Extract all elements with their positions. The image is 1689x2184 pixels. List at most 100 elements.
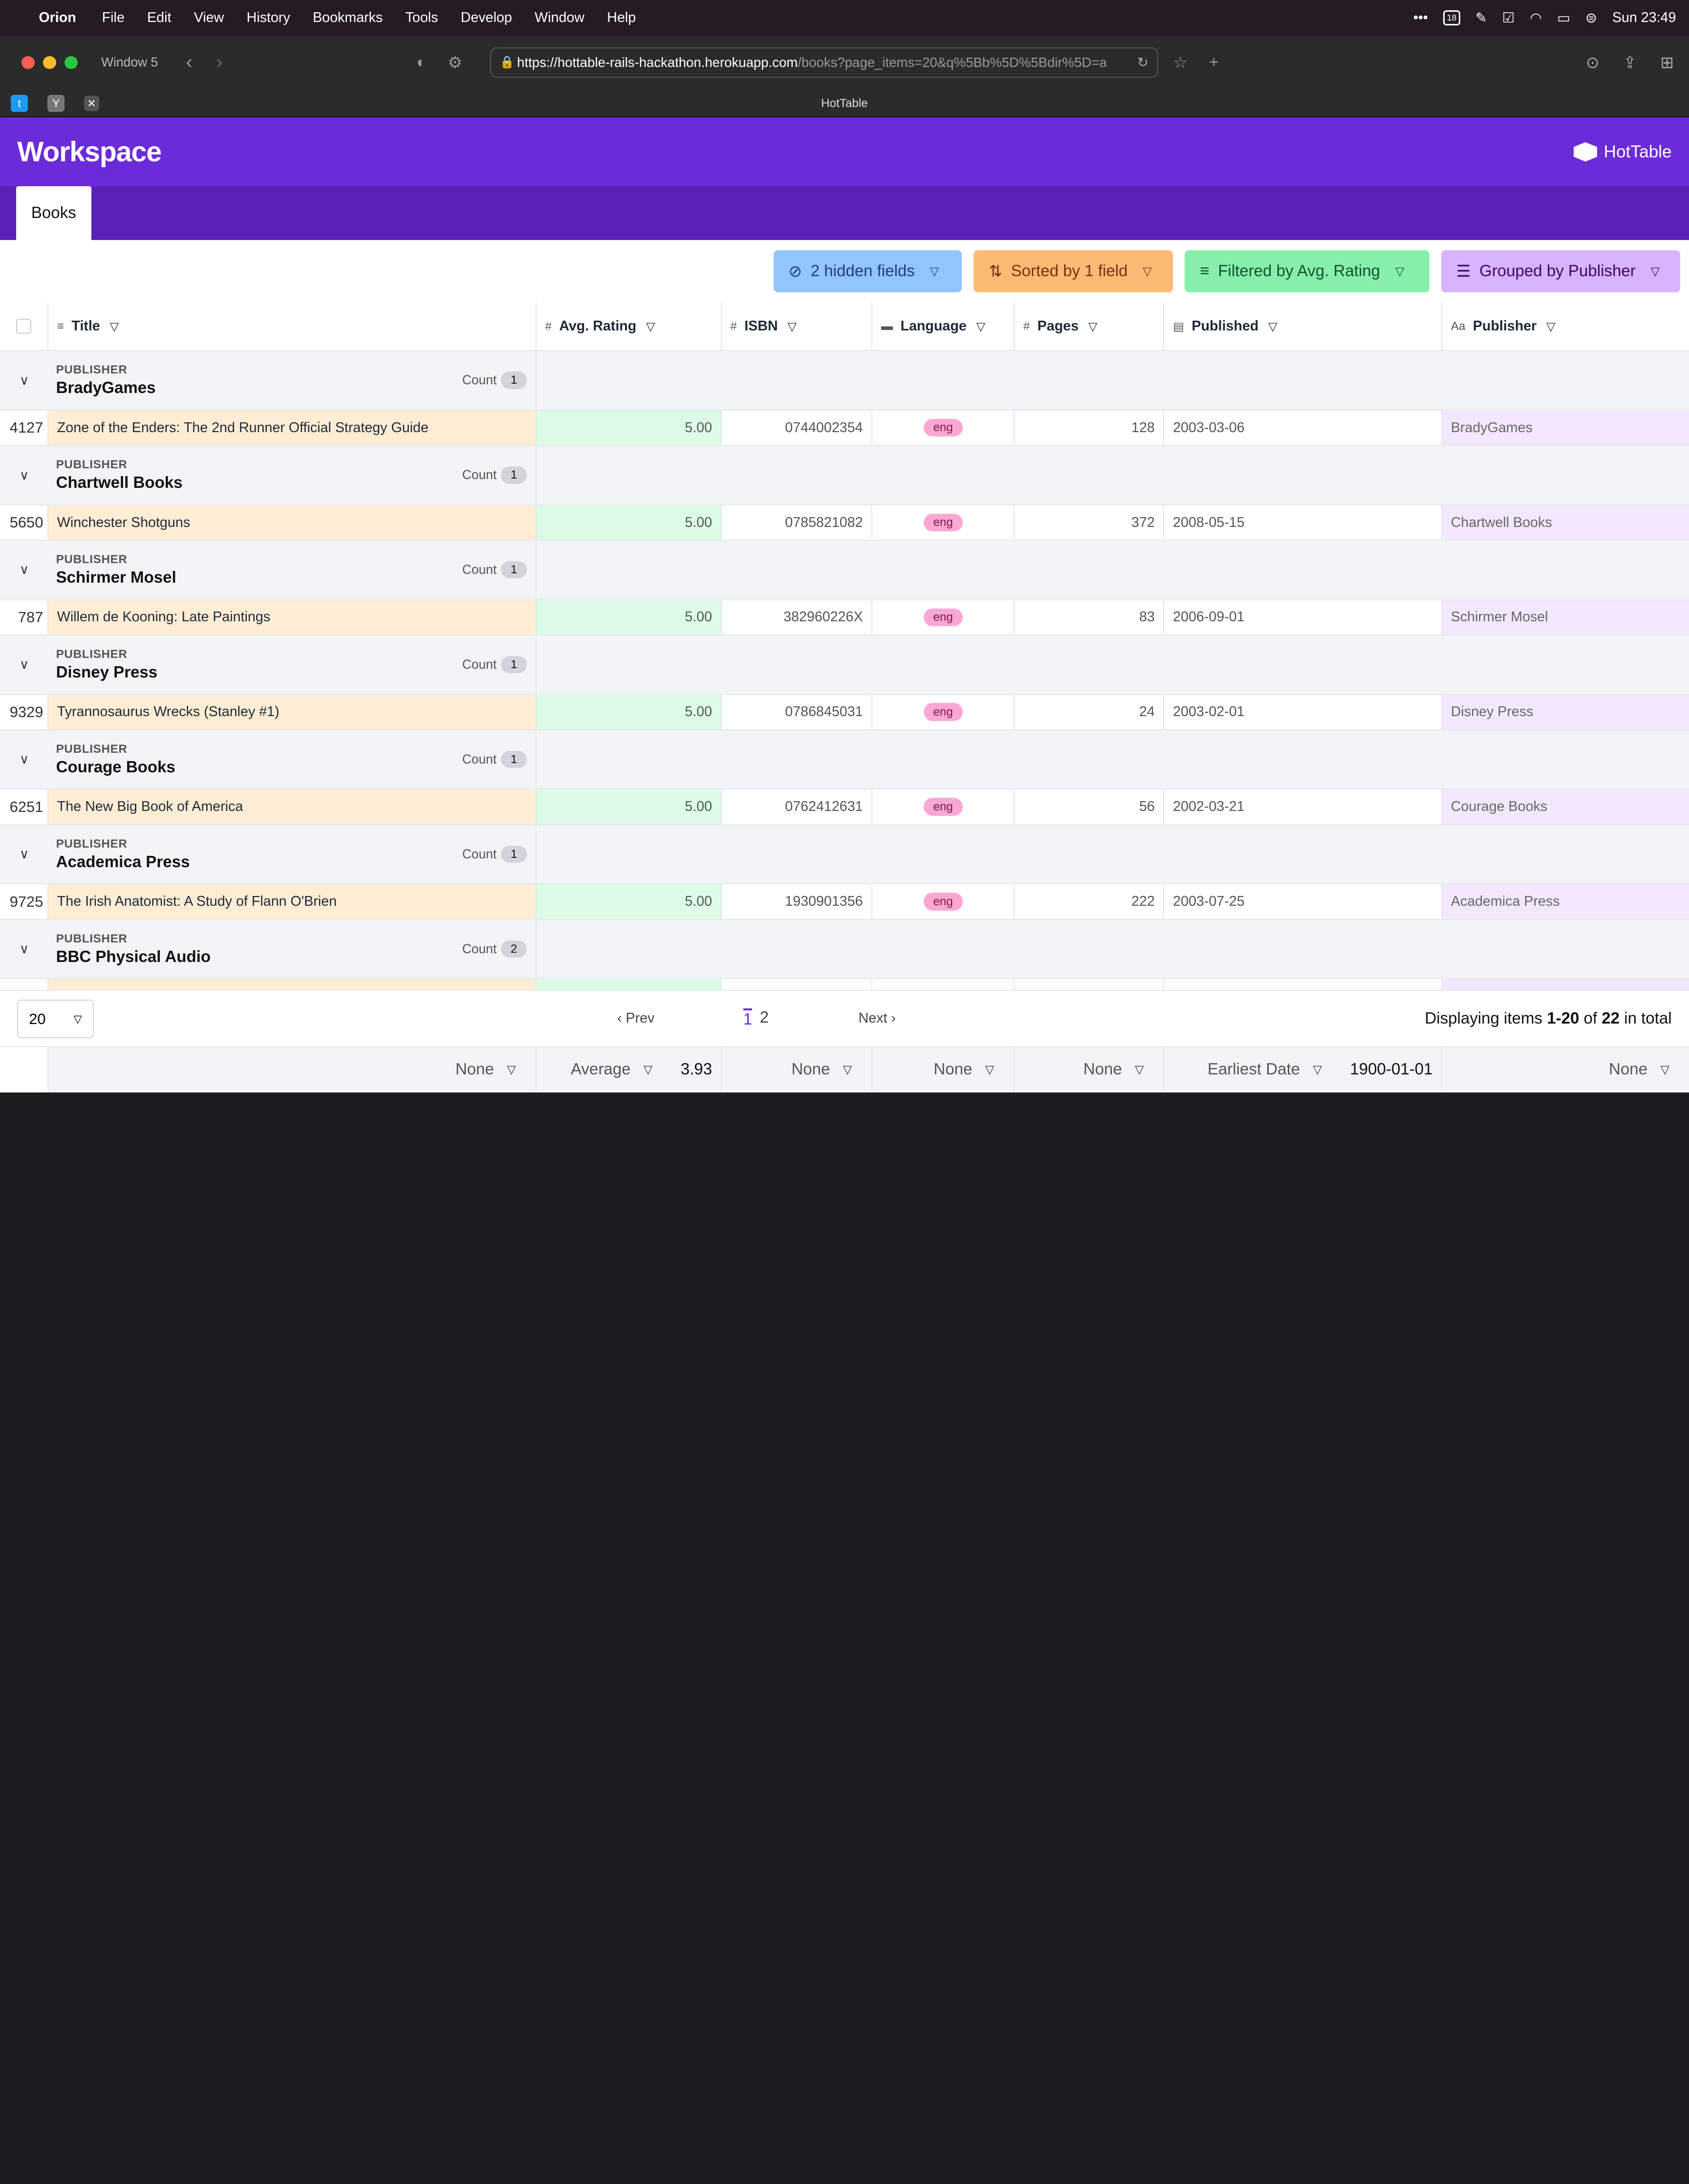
cell-pages[interactable]: 222	[1015, 884, 1165, 919]
y-tab-icon[interactable]: Y	[47, 94, 65, 112]
window-label[interactable]: Window 5	[101, 55, 158, 70]
column-header-publisher[interactable]: Aa Publisher ▽	[1442, 303, 1689, 350]
menu-history[interactable]: History	[246, 9, 290, 25]
forward-icon[interactable]: ›	[216, 51, 223, 73]
zoom-window-button[interactable]	[65, 56, 78, 69]
column-header-pages[interactable]: # Pages ▽	[1015, 303, 1165, 350]
table-row[interactable]: 6251 The New Big Book of America 5.00 07624…	[0, 789, 1689, 826]
clock[interactable]: Sun 23:49	[1612, 9, 1676, 25]
chevron-down-icon[interactable]: ▽	[787, 320, 797, 333]
menu-tools[interactable]: Tools	[405, 9, 438, 25]
cell-language[interactable]: eng	[872, 695, 1015, 730]
column-header-rating[interactable]: # Avg. Rating ▽	[537, 303, 722, 350]
control-center-icon[interactable]: ⊜	[1585, 10, 1597, 26]
collapse-chevron-icon[interactable]: ∨	[19, 941, 29, 957]
summary-language[interactable]: None ▽	[872, 1047, 1015, 1092]
cell-published[interactable]: 2003-07-25	[1164, 884, 1443, 919]
collapse-chevron-icon[interactable]: ∨	[19, 562, 29, 577]
shield-icon[interactable]: ◐	[416, 53, 427, 71]
menu-file[interactable]: File	[102, 9, 125, 25]
summary-published[interactable]: Earliest Date ▽ 1900-01-01	[1164, 1047, 1443, 1092]
cell-published[interactable]: 2003-02-01	[1164, 695, 1443, 730]
cell-rating[interactable]: 5.00	[536, 695, 722, 730]
cell-language[interactable]: eng	[872, 410, 1015, 445]
menu-help[interactable]: Help	[607, 9, 636, 25]
cell-publisher[interactable]: Chartwell Books	[1442, 505, 1689, 540]
close-tab-icon[interactable]: ✕	[84, 96, 99, 111]
cell-pages[interactable]: 372	[1015, 505, 1165, 540]
cell-published[interactable]: 2006-09-01	[1164, 600, 1443, 635]
cell-isbn[interactable]: 382960226X	[722, 600, 873, 635]
collapse-chevron-icon[interactable]: ∨	[19, 752, 29, 767]
cell-title[interactable]	[48, 979, 537, 990]
menu-app[interactable]: Orion	[39, 9, 76, 25]
column-header-isbn[interactable]: # ISBN ▽	[722, 303, 873, 350]
cell-isbn[interactable]: 1930901356	[722, 884, 873, 919]
cell-rating[interactable]: 5.00	[536, 505, 722, 540]
cell-publisher[interactable]: Courage Books	[1442, 789, 1689, 825]
table-row[interactable]: 787 Willem de Kooning: Late Paintings 5.00…	[0, 600, 1689, 636]
cell-title[interactable]: Willem de Kooning: Late Paintings	[48, 600, 537, 635]
cell-publisher[interactable]: Schirmer Mosel	[1442, 600, 1689, 635]
tab-books[interactable]: Books	[16, 186, 91, 240]
cell-rating[interactable]: 5.00	[536, 789, 722, 825]
cell-publisher[interactable]: Academica Press	[1442, 884, 1689, 919]
cell-isbn[interactable]: 0744002354	[722, 410, 873, 445]
menu-bookmarks[interactable]: Bookmarks	[312, 9, 383, 25]
checklist-icon[interactable]: ☑	[1502, 10, 1515, 26]
reload-icon[interactable]: ↻	[1137, 54, 1148, 70]
summary-rating[interactable]: Average ▽ 3.93	[537, 1047, 722, 1092]
minimize-window-button[interactable]	[43, 56, 56, 69]
battery-icon[interactable]: ▭	[1557, 10, 1571, 26]
collapse-chevron-icon[interactable]: ∨	[19, 657, 29, 672]
cell-title[interactable]: Zone of the Enders: The 2nd Runner Offic…	[48, 410, 537, 445]
hidden-fields-button[interactable]: ⊘ 2 hidden fields ▽	[773, 250, 962, 293]
brand-logo[interactable]: HotTable	[1573, 142, 1672, 162]
cell-publisher[interactable]: BradyGames	[1442, 410, 1689, 445]
prev-page-link[interactable]: ‹ Prev	[617, 1010, 655, 1026]
cell-rating[interactable]	[536, 979, 722, 990]
summary-pages[interactable]: None ▽	[1015, 1047, 1165, 1092]
url-bar[interactable]: 🔒 https://hottable-rails-hackathon.herok…	[490, 47, 1158, 78]
collapse-chevron-icon[interactable]: ∨	[19, 372, 29, 388]
table-row[interactable]: 9725 The Irish Anatomist: A Study of Flan…	[0, 884, 1689, 920]
cell-isbn[interactable]: 0786845031	[722, 695, 873, 730]
per-page-select[interactable]: 20 ▽	[17, 1000, 94, 1039]
page-2-link[interactable]: 2	[759, 1008, 769, 1026]
cell-pages[interactable]	[1015, 979, 1165, 990]
cell-title[interactable]: Winchester Shotguns	[48, 505, 537, 540]
cell-title[interactable]: Tyrannosaurus Wrecks (Stanley #1)	[48, 695, 537, 730]
column-header-published[interactable]: ▤ Published ▽	[1164, 303, 1443, 350]
chevron-down-icon[interactable]: ▽	[646, 320, 655, 333]
group-button[interactable]: ☰ Grouped by Publisher ▽	[1441, 250, 1681, 293]
summary-isbn[interactable]: None ▽	[722, 1047, 873, 1092]
calendar-icon[interactable]: 18	[1443, 10, 1461, 25]
cell-published[interactable]: 2002-03-21	[1164, 789, 1443, 825]
downloads-icon[interactable]: ⊙	[1585, 53, 1600, 72]
active-tab-title[interactable]: HotTable	[821, 96, 868, 110]
table-row-partial[interactable]	[0, 979, 1689, 990]
chevron-down-icon[interactable]: ▽	[109, 320, 119, 333]
table-row[interactable]: 5650 Winchester Shotguns 5.00 0785821082 eng…	[0, 505, 1689, 541]
filter-button[interactable]: ≡ Filtered by Avg. Rating ▽	[1185, 250, 1429, 293]
chevron-down-icon[interactable]: ▽	[1268, 320, 1278, 333]
table-row[interactable]: 4127 Zone of the Enders: The 2nd Runner O…	[0, 410, 1689, 446]
page-1-link[interactable]: 1	[743, 1008, 753, 1029]
collapse-chevron-icon[interactable]: ∨	[19, 467, 29, 482]
column-header-title[interactable]: ≡ Title ▽	[48, 303, 537, 350]
cell-pages[interactable]: 56	[1015, 789, 1165, 825]
cell-pages[interactable]: 83	[1015, 600, 1165, 635]
bookmark-star-icon[interactable]: ☆	[1173, 53, 1188, 72]
cell-language[interactable]: eng	[872, 600, 1015, 635]
cell-published[interactable]: 2008-05-15	[1164, 505, 1443, 540]
cell-published[interactable]	[1164, 979, 1443, 990]
cell-title[interactable]: The New Big Book of America	[48, 789, 537, 825]
script-icon[interactable]: ✎	[1475, 10, 1487, 26]
menu-view[interactable]: View	[194, 9, 224, 25]
cell-rating[interactable]: 5.00	[536, 884, 722, 919]
cell-published[interactable]: 2003-03-06	[1164, 410, 1443, 445]
cell-title[interactable]: The Irish Anatomist: A Study of Flann O'…	[48, 884, 537, 919]
cell-publisher[interactable]: Disney Press	[1442, 695, 1689, 730]
collapse-chevron-icon[interactable]: ∨	[19, 847, 29, 862]
cell-rating[interactable]: 5.00	[536, 600, 722, 635]
